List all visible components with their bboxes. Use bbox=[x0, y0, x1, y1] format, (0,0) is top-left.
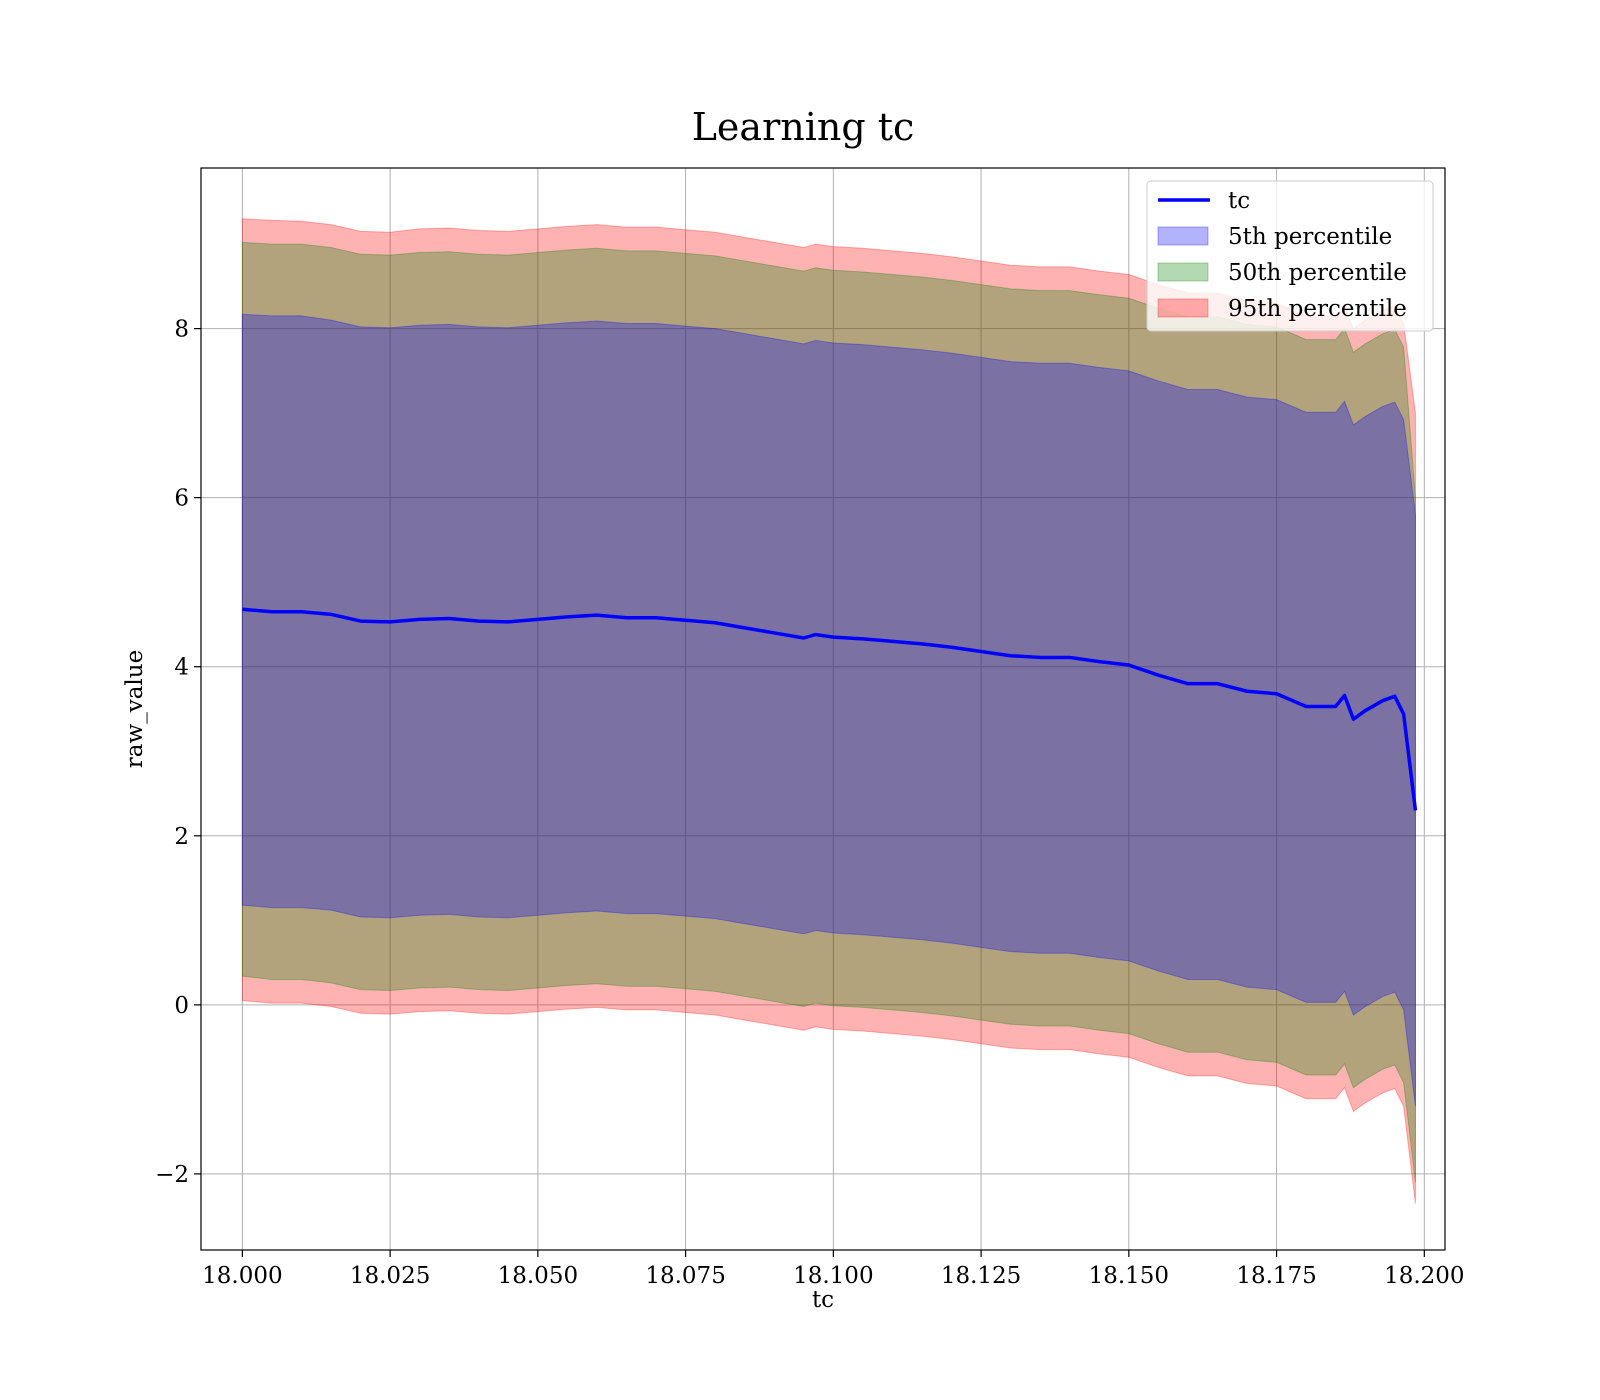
y-tick-label: 6 bbox=[174, 486, 189, 512]
band-50th-percentile bbox=[241, 241, 1416, 1183]
legend-label-50th: 50th percentile bbox=[1228, 260, 1407, 286]
y-tick-label: −2 bbox=[155, 1162, 189, 1188]
y-tick-label: 8 bbox=[174, 317, 189, 343]
tc-line-layer bbox=[242, 607, 1418, 811]
tc-line bbox=[242, 607, 1418, 811]
y-axis-label: raw_value bbox=[122, 650, 148, 768]
x-tick-label: 18.050 bbox=[498, 1263, 578, 1289]
x-axis-label: tc bbox=[812, 1287, 834, 1313]
x-tick-label: 18.200 bbox=[1384, 1263, 1464, 1289]
percentile-bands bbox=[241, 218, 1416, 1204]
legend-swatch-5th bbox=[1157, 226, 1209, 246]
y-tick-label: 2 bbox=[174, 824, 189, 850]
x-tick-label: 18.125 bbox=[941, 1263, 1021, 1289]
y-tick-label: 4 bbox=[174, 655, 189, 681]
legend: tc 5th percentile 50th percentile 95th p… bbox=[1146, 180, 1434, 332]
legend-label-95th: 95th percentile bbox=[1228, 296, 1407, 322]
legend-label-tc: tc bbox=[1228, 188, 1250, 214]
x-axis-ticks: 18.000 18.025 18.050 18.075 18.100 18.125 18.1… bbox=[202, 1250, 1465, 1289]
legend-frame bbox=[1146, 180, 1434, 332]
legend-swatch-50th bbox=[1157, 262, 1209, 282]
chart-title: Learning tc bbox=[692, 105, 915, 149]
x-tick-label: 18.175 bbox=[1236, 1263, 1316, 1289]
legend-label-5th: 5th percentile bbox=[1228, 224, 1392, 250]
x-tick-label: 18.000 bbox=[202, 1263, 282, 1289]
plot-frame bbox=[200, 167, 1446, 1251]
y-tick-label: 0 bbox=[174, 993, 189, 1019]
grid-lines bbox=[201, 168, 1445, 1250]
x-tick-label: 18.100 bbox=[793, 1263, 873, 1289]
x-tick-label: 18.025 bbox=[350, 1263, 430, 1289]
y-axis-ticks: −2 0 2 4 6 8 bbox=[155, 317, 201, 1188]
band-5th-percentile bbox=[241, 313, 1416, 1107]
legend-swatch-95th bbox=[1157, 298, 1209, 318]
x-tick-label: 18.075 bbox=[645, 1263, 725, 1289]
band-95th-percentile bbox=[241, 218, 1416, 1204]
x-tick-label: 18.150 bbox=[1089, 1263, 1169, 1289]
